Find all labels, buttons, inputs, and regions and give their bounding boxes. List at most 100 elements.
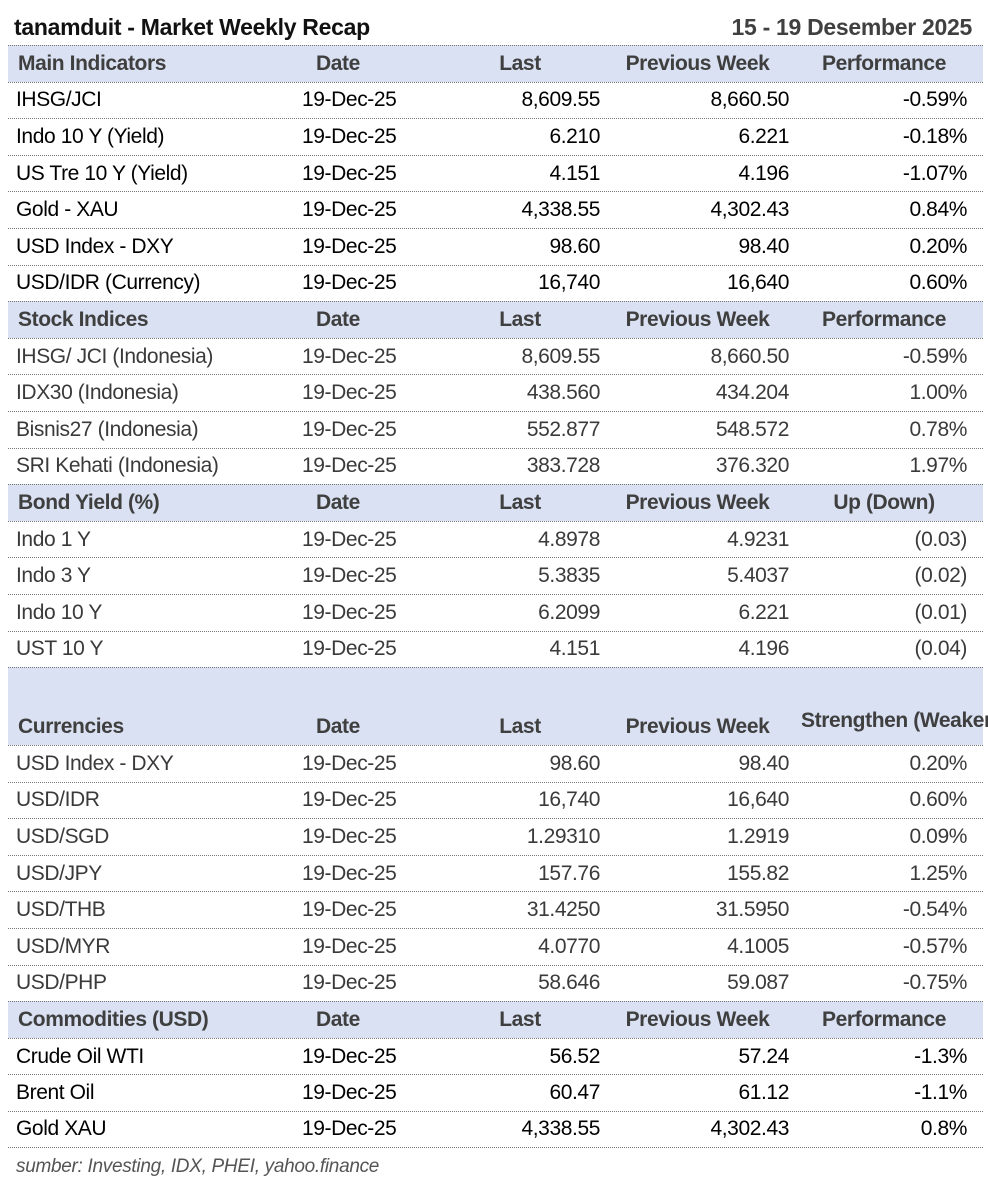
table-row: IHSG/JCI 19-Dec-25 8,609.55 8,660.50 -0.59% bbox=[8, 81, 983, 119]
column-header-performance: Performance bbox=[822, 307, 946, 331]
table-row: Indo 10 Y 19-Dec-25 6.2099 6.221 (0.01) bbox=[8, 593, 983, 631]
table-row: USD/MYR 19-Dec-25 4.0770 4.1005 -0.57% bbox=[8, 928, 983, 965]
cell-date: 19-Dec-25 bbox=[302, 788, 397, 812]
cell-date: 19-Dec-25 bbox=[302, 898, 397, 922]
cell-date: 19-Dec-25 bbox=[302, 454, 397, 478]
table-row: SRI Kehati (Indonesia) 19-Dec-25 383.728 37… bbox=[8, 447, 983, 485]
cell-name: IDX30 (Indonesia) bbox=[16, 381, 179, 405]
cell-date: 19-Dec-25 bbox=[302, 564, 397, 588]
cell-name: USD/JPY bbox=[16, 861, 102, 885]
cell-last: 6.2099 bbox=[538, 600, 600, 624]
section-header-row: Currencies Date Last Previous Week Strengthe… bbox=[8, 667, 988, 746]
cell-date: 19-Dec-25 bbox=[302, 88, 397, 112]
cell-performance: (0.03) bbox=[914, 527, 968, 551]
table-row: USD/JPY 19-Dec-25 157.76 155.82 1.25% bbox=[8, 854, 983, 892]
cell-date: 19-Dec-25 bbox=[302, 527, 397, 551]
table-row: USD/PHP 19-Dec-25 58.646 59.087 -0.75% bbox=[8, 964, 983, 1002]
table-row: US Tre 10 Y (Yield) 19-Dec-25 4.151 4.196 -1… bbox=[8, 154, 983, 192]
cell-performance: (0.01) bbox=[914, 600, 968, 624]
cell-name: USD/IDR bbox=[16, 788, 100, 812]
column-header-last: Last bbox=[499, 51, 541, 75]
table-row: USD/SGD 19-Dec-25 1.29310 1.2919 0.09% bbox=[8, 818, 983, 855]
cell-performance: -1.3% bbox=[914, 1044, 967, 1068]
cell-last: 4,338.55 bbox=[521, 1117, 600, 1141]
cell-previous-week: 8,660.50 bbox=[710, 88, 789, 112]
cell-name: USD/IDR (Currency) bbox=[16, 271, 201, 295]
cell-last: 383.728 bbox=[526, 454, 601, 478]
cell-name: USD/PHP bbox=[16, 971, 107, 995]
table-row: Gold XAU 19-Dec-25 4,338.55 4,302.43 0.8% bbox=[8, 1111, 983, 1148]
table-row: Crude Oil WTI 19-Dec-25 56.52 57.24 -1.3% bbox=[8, 1037, 983, 1075]
column-header-name: Stock Indices bbox=[18, 307, 149, 331]
cell-previous-week: 59.087 bbox=[727, 971, 789, 995]
column-header-name: Main Indicators bbox=[18, 51, 167, 75]
table-row: IDX30 (Indonesia) 19-Dec-25 438.560 434.204… bbox=[8, 374, 983, 411]
cell-date: 19-Dec-25 bbox=[302, 1117, 397, 1141]
cell-performance: 0.09% bbox=[909, 825, 967, 849]
cell-performance: 0.60% bbox=[909, 271, 967, 295]
cell-name: IHSG/JCI bbox=[16, 88, 102, 112]
source-note: sumber: Investing, IDX, PHEI, yahoo.fina… bbox=[16, 1155, 380, 1177]
table-row: Bisnis27 (Indonesia) 19-Dec-25 552.877 548.… bbox=[8, 410, 983, 448]
cell-performance: 0.20% bbox=[909, 234, 967, 258]
cell-last: 31.4250 bbox=[526, 898, 601, 922]
cell-date: 19-Dec-25 bbox=[302, 1081, 397, 1105]
cell-name: USD Index - DXY bbox=[16, 751, 174, 775]
table-row: USD/THB 19-Dec-25 31.4250 31.5950 -0.54% bbox=[8, 891, 983, 928]
column-header-date: Date bbox=[316, 51, 360, 75]
cell-date: 19-Dec-25 bbox=[302, 637, 397, 661]
cell-performance: (0.02) bbox=[914, 564, 968, 588]
cell-name: Indo 1 Y bbox=[16, 527, 91, 551]
section-stock-indices: Stock Indices Date Last Previous Week Perfor… bbox=[8, 301, 983, 484]
cell-previous-week: 155.82 bbox=[727, 861, 789, 885]
table-row: USD/IDR 19-Dec-25 16,740 16,640 0.60% bbox=[8, 781, 983, 819]
cell-previous-week: 61.12 bbox=[738, 1081, 789, 1105]
cell-name: US Tre 10 Y (Yield) bbox=[16, 161, 188, 185]
cell-previous-week: 98.40 bbox=[738, 234, 789, 258]
cell-date: 19-Dec-25 bbox=[302, 234, 397, 258]
cell-last: 98.60 bbox=[549, 234, 600, 258]
cell-previous-week: 16,640 bbox=[727, 788, 789, 812]
cell-performance: 0.60% bbox=[909, 788, 967, 812]
cell-date: 19-Dec-25 bbox=[302, 934, 397, 958]
cell-previous-week: 548.572 bbox=[715, 417, 790, 441]
table-row: UST 10 Y 19-Dec-25 4.151 4.196 (0.04) bbox=[8, 630, 983, 668]
cell-previous-week: 1.2919 bbox=[727, 825, 789, 849]
cell-previous-week: 4.196 bbox=[738, 637, 789, 661]
cell-last: 4.0770 bbox=[538, 934, 600, 958]
cell-date: 19-Dec-25 bbox=[302, 161, 397, 185]
section-header-row: Commodities (USD) Date Last Previous Week Pe… bbox=[8, 1001, 983, 1038]
cell-date: 19-Dec-25 bbox=[302, 198, 397, 222]
cell-previous-week: 16,640 bbox=[727, 271, 789, 295]
table-row: IHSG/ JCI (Indonesia) 19-Dec-25 8,609.55 8,… bbox=[8, 337, 983, 375]
column-header-previous-week: Previous Week bbox=[625, 715, 770, 739]
cell-performance: -0.18% bbox=[902, 124, 968, 148]
cell-previous-week: 376.320 bbox=[715, 454, 790, 478]
cell-last: 4.8978 bbox=[538, 527, 600, 551]
cell-previous-week: 4.196 bbox=[738, 161, 789, 185]
section-currencies: Currencies Date Last Previous Week Strengthe… bbox=[8, 667, 988, 1002]
cell-date: 19-Dec-25 bbox=[302, 600, 397, 624]
cell-previous-week: 5.4037 bbox=[727, 564, 789, 588]
cell-name: Bisnis27 (Indonesia) bbox=[16, 417, 199, 441]
column-header-name: Commodities (USD) bbox=[18, 1008, 209, 1032]
cell-last: 1.29310 bbox=[526, 825, 601, 849]
report-title: tanamduit - Market Weekly Recap bbox=[14, 14, 370, 40]
cell-name: IHSG/ JCI (Indonesia) bbox=[16, 344, 214, 368]
cell-date: 19-Dec-25 bbox=[302, 344, 397, 368]
cell-date: 19-Dec-25 bbox=[302, 971, 397, 995]
cell-performance: 0.78% bbox=[909, 417, 967, 441]
column-header-date: Date bbox=[316, 1008, 360, 1032]
cell-performance: 1.00% bbox=[909, 381, 967, 405]
column-header-performance: Performance bbox=[822, 1008, 946, 1032]
table-row: Indo 1 Y 19-Dec-25 4.8978 4.9231 (0.03) bbox=[8, 520, 983, 558]
column-header-performance: Up (Down) bbox=[833, 490, 935, 514]
cell-performance: -1.1% bbox=[914, 1081, 967, 1105]
column-header-date: Date bbox=[316, 307, 360, 331]
cell-name: Indo 10 Y (Yield) bbox=[16, 124, 165, 148]
cell-last: 157.76 bbox=[538, 861, 600, 885]
cell-last: 60.47 bbox=[549, 1081, 600, 1105]
cell-last: 16,740 bbox=[538, 788, 600, 812]
cell-date: 19-Dec-25 bbox=[302, 825, 397, 849]
cell-last: 5.3835 bbox=[538, 564, 600, 588]
